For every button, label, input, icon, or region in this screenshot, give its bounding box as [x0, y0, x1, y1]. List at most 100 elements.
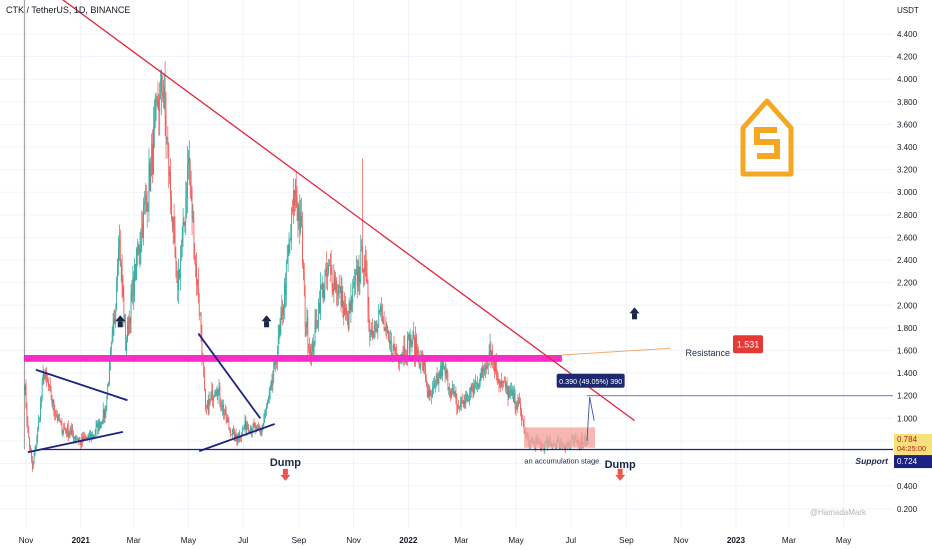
candle-body	[162, 91, 163, 96]
candle-body	[494, 361, 495, 372]
candle-body	[330, 265, 332, 272]
candle-body	[394, 348, 396, 355]
candle-body	[88, 432, 90, 437]
candle-body	[127, 321, 128, 341]
candle-body	[329, 265, 330, 266]
candle-body	[247, 425, 249, 428]
time-tick-label: May	[181, 536, 197, 545]
candle-body	[283, 306, 284, 316]
candle-body	[196, 263, 197, 285]
price-tick-label: 3.400	[897, 143, 918, 152]
candle-body	[327, 273, 328, 277]
candle-body	[372, 329, 373, 338]
candle-body	[508, 391, 510, 399]
candle-body	[407, 335, 409, 337]
candle-body	[107, 384, 109, 396]
price-tick-label: 2.200	[897, 279, 918, 288]
candle-body	[408, 335, 410, 353]
candle-body	[93, 435, 95, 438]
support-badge-value: 0.724	[897, 457, 918, 466]
candle-body	[470, 385, 472, 394]
candle-body	[310, 347, 311, 361]
candle-body	[265, 408, 267, 415]
candle-body	[411, 341, 413, 345]
candle-body	[211, 389, 213, 395]
candle-body	[364, 260, 366, 272]
candle-body	[57, 413, 59, 421]
time-tick-label: Nov	[346, 536, 361, 545]
candle-body	[91, 434, 92, 440]
candle-body	[366, 273, 368, 281]
candle-body	[288, 243, 290, 256]
time-tick-label: Sep	[292, 536, 307, 545]
price-tick-label: 1.000	[897, 414, 918, 423]
candle-body	[207, 401, 209, 413]
candle-body	[174, 231, 176, 258]
candle-body	[66, 425, 68, 434]
candle-body	[442, 360, 443, 377]
time-tick-label: Sep	[619, 536, 634, 545]
candle-body	[285, 263, 287, 296]
candle-body	[450, 391, 451, 397]
candle-body	[61, 422, 63, 434]
candle-body	[28, 426, 30, 438]
candle-body	[270, 381, 272, 389]
candle-body	[432, 388, 433, 397]
candle-body	[189, 169, 191, 186]
candle-body	[368, 309, 370, 322]
down-arrow-icon	[280, 474, 291, 481]
candle-body	[451, 389, 452, 397]
candle-body	[216, 391, 218, 397]
candle-body	[154, 119, 155, 128]
candle-body	[369, 321, 371, 336]
candle-body	[473, 386, 475, 393]
candle-body	[505, 382, 507, 389]
candle-body	[63, 427, 65, 432]
candle-body	[74, 437, 75, 440]
candle-body	[337, 292, 338, 295]
resistance-zone	[24, 355, 562, 362]
candle-body	[84, 438, 86, 439]
candle-body	[135, 264, 136, 280]
candle-body	[309, 347, 310, 348]
candle-body	[293, 190, 294, 212]
candle-body	[472, 390, 474, 393]
candle-body	[510, 389, 512, 391]
candle-body	[96, 423, 98, 427]
candle-body	[31, 459, 33, 469]
candle-body	[245, 420, 247, 431]
candle-body	[222, 404, 223, 409]
measure-arrow	[586, 396, 595, 441]
candle-body	[501, 380, 503, 387]
candle-body	[206, 406, 207, 408]
price-tick-label: 3.000	[897, 188, 918, 197]
candle-body	[161, 70, 162, 92]
candle-body	[507, 387, 509, 399]
candle-body	[468, 400, 469, 402]
candle-body	[312, 341, 314, 352]
price-axis: USDT0.2000.4000.6000.8001.0001.2001.4001…	[894, 6, 932, 514]
candle-body	[295, 178, 297, 197]
candle-body	[224, 410, 226, 415]
candle-body	[44, 373, 46, 379]
candle-body	[399, 363, 400, 364]
candle-body	[143, 204, 144, 238]
pattern-line	[35, 368, 128, 402]
resistance-badge: 1.531	[737, 339, 760, 349]
candle-body	[214, 396, 215, 398]
candle-body	[230, 428, 232, 435]
candle-body	[162, 95, 164, 99]
time-tick-label: 2022	[399, 536, 418, 545]
candle-body	[260, 432, 262, 434]
time-tick-label: May	[836, 536, 852, 545]
up-arrow-icon	[629, 307, 640, 314]
candle-body	[197, 280, 199, 304]
candle-body	[401, 354, 403, 356]
candle-body	[47, 377, 48, 382]
candle-body	[117, 264, 118, 281]
candle-body	[184, 223, 186, 225]
dump-label: Dump	[270, 457, 301, 469]
candle-body	[105, 409, 107, 411]
candle-body	[362, 246, 363, 273]
